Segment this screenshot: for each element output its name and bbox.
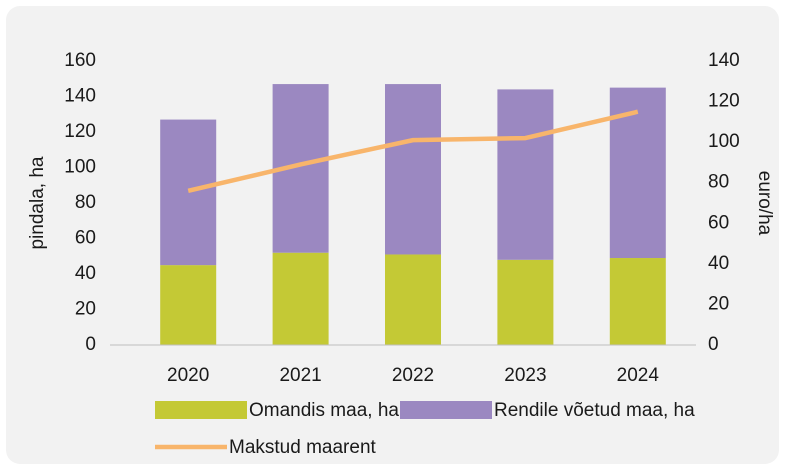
line-series	[187, 109, 639, 194]
x-tick-label: 2020	[167, 365, 209, 386]
bar	[385, 254, 441, 345]
y-tick-label: 160	[64, 50, 96, 71]
bar	[160, 119, 217, 266]
y-tick-label: 0	[85, 334, 96, 355]
bar	[497, 259, 554, 345]
legend-swatch	[400, 401, 492, 419]
bar	[609, 258, 666, 345]
y-axis-title: pindala, ha	[27, 156, 48, 249]
x-tick-label: 2021	[279, 365, 321, 386]
y-tick-label: 40	[75, 263, 96, 284]
y-tick-label: 120	[64, 121, 96, 142]
y-tick-label: 60	[75, 228, 96, 249]
y-tick-label: 100	[64, 157, 96, 178]
x-tick-label: 2024	[617, 365, 660, 386]
y-tick-label: 140	[64, 86, 96, 107]
bar	[272, 252, 329, 345]
x-tick-label: 2023	[504, 365, 546, 386]
legend-label: Makstud maarent	[229, 437, 377, 458]
y2-tick-label: 20	[708, 293, 729, 314]
y2-tick-label: 0	[708, 334, 719, 355]
y2-tick-label: 80	[708, 172, 729, 193]
x-tick-label: 2022	[392, 365, 434, 386]
y-tick-label: 20	[75, 299, 96, 320]
y2-axis-title: euro/ha	[754, 171, 775, 236]
y2-tick-label: 120	[708, 91, 740, 112]
legend-label: Rendile võetud maa, ha	[494, 400, 695, 421]
bar	[385, 84, 441, 255]
y2-tick-label: 100	[708, 131, 740, 152]
legend-swatch	[155, 401, 247, 419]
y2-tick-label: 40	[708, 253, 729, 274]
bar	[497, 89, 554, 260]
y2-tick-label: 60	[708, 212, 729, 233]
bar	[160, 265, 217, 345]
y-tick-label: 80	[75, 192, 96, 213]
y2-tick-label: 140	[708, 50, 740, 71]
legend-label: Omandis maa, ha	[249, 400, 399, 421]
